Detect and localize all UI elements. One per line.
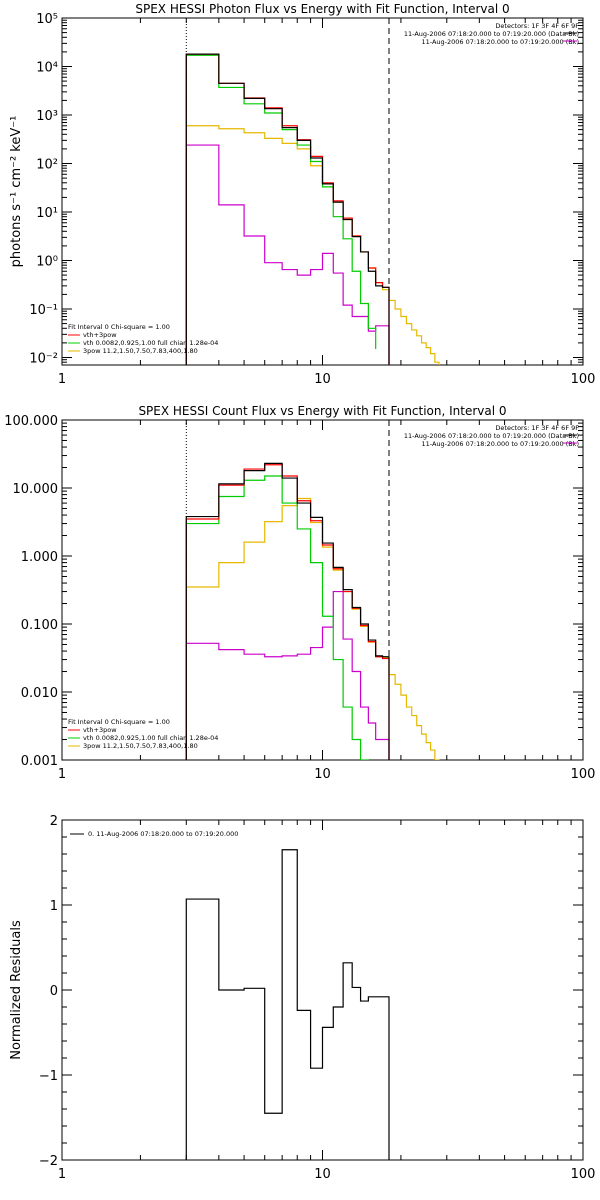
chart-1: SPEX HESSI Count Flux vs Energy with Fit… bbox=[4, 404, 595, 782]
plot-area bbox=[185, 849, 390, 1160]
series-background bbox=[185, 590, 390, 760]
x-tick-label: 1 bbox=[58, 372, 66, 387]
y-tick-label: −1 bbox=[39, 1069, 58, 1084]
x-tick-label: 1 bbox=[58, 1167, 66, 1182]
y-tick-label: 10³ bbox=[36, 109, 58, 124]
y-tick-label: 10¹ bbox=[36, 206, 58, 221]
y-tick-label: 100.000 bbox=[4, 414, 58, 429]
plot-area bbox=[185, 420, 440, 760]
legend-fit-header: Fit Interval 0 Chi-square = 1.00 bbox=[68, 323, 170, 331]
y-tick-label: 0.100 bbox=[21, 618, 58, 633]
series-data bbox=[185, 849, 390, 1160]
legend-top-right-line: 11-Aug-2006 07:18:20.000 to 07:19:20.000… bbox=[404, 30, 579, 38]
x-tick-label: 100 bbox=[571, 1167, 596, 1182]
series-power bbox=[185, 125, 440, 365]
y-tick-label: 10⁴ bbox=[36, 60, 58, 75]
y-axis-label: photons s⁻¹ cm⁻² keV⁻¹ bbox=[9, 116, 24, 268]
legend-entry: vth+3pow bbox=[83, 331, 117, 339]
legend-top-right-line: Detectors: 1F 3F 4F 6F 9F bbox=[495, 22, 579, 30]
y-tick-label: 10.000 bbox=[13, 482, 59, 497]
legend-entry: 0. 11-Aug-2006 07:18:20.000 to 07:19:20.… bbox=[88, 830, 238, 838]
legend-entry: 3pow 11.2,1.50,7.50,7.83,400,1.80 bbox=[83, 742, 198, 750]
series-power bbox=[185, 497, 440, 760]
y-axis-label: Normalized Residuals bbox=[9, 920, 24, 1060]
legend-entry: vth 0.0082,0.925,1.00 full chian 1.28e-0… bbox=[83, 734, 218, 742]
chart-0: SPEX HESSI Photon Flux vs Energy with Fi… bbox=[9, 2, 595, 387]
series-total bbox=[185, 464, 390, 760]
y-tick-label: 10² bbox=[36, 157, 58, 172]
legend-entry: vth 0.0082,0.925,1.00 full chian 1.28e-0… bbox=[83, 339, 218, 347]
series-data bbox=[185, 53, 390, 365]
y-tick-label: 10⁻² bbox=[29, 351, 58, 366]
y-tick-label: 10⁻¹ bbox=[29, 303, 58, 318]
legend-top-right-line: 11-Aug-2006 07:18:20.000 to 07:19:20.000… bbox=[422, 440, 579, 448]
legend-top-right-line: 11-Aug-2006 07:18:20.000 to 07:19:20.000… bbox=[404, 432, 579, 440]
x-tick-label: 10 bbox=[314, 1167, 331, 1182]
legend-top-right-line: Detectors: 1F 3F 4F 6F 9F bbox=[495, 424, 579, 432]
x-tick-label: 1 bbox=[58, 767, 66, 782]
x-tick-label: 100 bbox=[571, 372, 596, 387]
series-thermal bbox=[185, 54, 377, 365]
y-tick-label: 1 bbox=[50, 899, 58, 914]
y-tick-label: 1.000 bbox=[21, 550, 58, 565]
plot-frame bbox=[61, 819, 584, 1161]
chart-title: SPEX HESSI Count Flux vs Energy with Fit… bbox=[138, 404, 506, 418]
series-data bbox=[185, 462, 390, 760]
chart-2: Normalized Residuals 1 10 100 −2 −1 0 1 2 0. 11-A… bbox=[9, 814, 595, 1182]
x-tick-label: 10 bbox=[314, 767, 331, 782]
series-thermal bbox=[185, 475, 369, 760]
x-tick-label: 100 bbox=[571, 767, 596, 782]
legend-entry: vth+3pow bbox=[83, 726, 117, 734]
y-tick-label: −2 bbox=[39, 1154, 58, 1169]
y-tick-label: 0.001 bbox=[21, 754, 58, 769]
x-tick-label: 10 bbox=[314, 372, 331, 387]
chart-title: SPEX HESSI Photon Flux vs Energy with Fi… bbox=[135, 2, 509, 16]
plot-area bbox=[185, 18, 440, 365]
legend-fit-header: Fit Interval 0 Chi-square = 1.00 bbox=[68, 718, 170, 726]
y-tick-label: 10⁵ bbox=[36, 12, 58, 27]
y-tick-label: 0 bbox=[50, 984, 58, 999]
legend-top-right-line: 11-Aug-2006 07:18:20.000 to 07:19:20.000… bbox=[422, 38, 579, 46]
y-tick-label: 2 bbox=[50, 814, 58, 829]
y-tick-label: 0.010 bbox=[21, 686, 58, 701]
legend-entry: 3pow 11.2,1.50,7.50,7.83,400,1.80 bbox=[83, 347, 198, 355]
plot-frame bbox=[61, 17, 584, 366]
y-tick-label: 10⁰ bbox=[36, 254, 58, 269]
series-background bbox=[185, 144, 390, 365]
series-total bbox=[185, 53, 390, 365]
